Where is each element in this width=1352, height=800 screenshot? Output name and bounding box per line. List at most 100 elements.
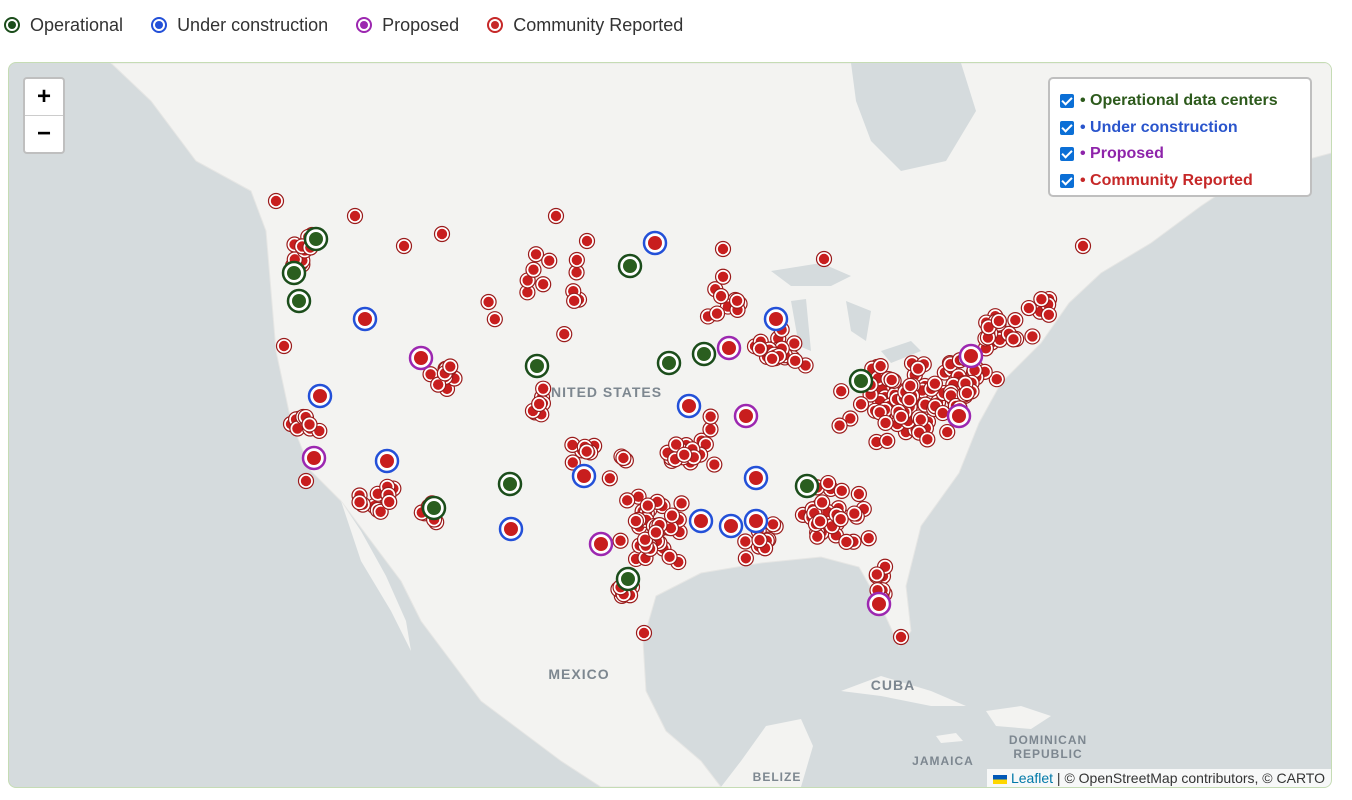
construction-marker-core[interactable] bbox=[749, 471, 763, 485]
community-marker-core[interactable] bbox=[937, 407, 948, 419]
community-marker-core[interactable] bbox=[822, 477, 834, 489]
community-marker-core[interactable] bbox=[912, 363, 924, 374]
community-marker-core[interactable] bbox=[638, 627, 650, 639]
community-marker-core[interactable] bbox=[709, 459, 720, 470]
community-marker-core[interactable] bbox=[522, 287, 533, 298]
community-marker-core[interactable] bbox=[816, 497, 828, 508]
community-marker-core[interactable] bbox=[834, 420, 845, 431]
community-marker-core[interactable] bbox=[533, 398, 545, 410]
community-marker-core[interactable] bbox=[270, 195, 282, 207]
community-marker-core[interactable] bbox=[812, 531, 823, 542]
community-marker-core[interactable] bbox=[615, 535, 626, 546]
checkbox[interactable] bbox=[1060, 147, 1074, 162]
community-marker-core[interactable] bbox=[871, 569, 883, 580]
community-marker-core[interactable] bbox=[445, 361, 456, 372]
community-marker-core[interactable] bbox=[789, 338, 800, 349]
community-marker-core[interactable] bbox=[895, 631, 907, 643]
community-marker-core[interactable] bbox=[528, 264, 539, 275]
construction-marker-core[interactable] bbox=[682, 399, 696, 413]
operational-marker-core[interactable] bbox=[503, 477, 517, 491]
proposed-marker-core[interactable] bbox=[414, 351, 428, 365]
community-marker-core[interactable] bbox=[841, 536, 852, 548]
community-marker-core[interactable] bbox=[639, 534, 651, 545]
community-marker-core[interactable] bbox=[537, 279, 549, 290]
community-marker-core[interactable] bbox=[836, 485, 847, 497]
community-marker-core[interactable] bbox=[717, 243, 729, 255]
community-marker-core[interactable] bbox=[384, 496, 395, 508]
community-marker-core[interactable] bbox=[567, 457, 578, 468]
community-marker-core[interactable] bbox=[278, 340, 290, 352]
community-marker-core[interactable] bbox=[676, 498, 687, 509]
construction-marker-core[interactable] bbox=[769, 312, 783, 326]
operational-marker-core[interactable] bbox=[662, 356, 676, 370]
community-marker-core[interactable] bbox=[398, 240, 410, 252]
community-marker-core[interactable] bbox=[705, 411, 716, 422]
community-marker-core[interactable] bbox=[621, 495, 633, 506]
community-marker-core[interactable] bbox=[905, 380, 916, 392]
community-marker-core[interactable] bbox=[904, 394, 915, 406]
community-marker-core[interactable] bbox=[483, 296, 494, 308]
attribution-link[interactable]: Leaflet bbox=[1010, 770, 1054, 786]
community-marker-core[interactable] bbox=[567, 439, 578, 451]
zoom-out-button[interactable]: − bbox=[25, 115, 63, 152]
operational-marker-core[interactable] bbox=[292, 294, 306, 308]
construction-marker-core[interactable] bbox=[724, 519, 738, 533]
community-marker-core[interactable] bbox=[571, 254, 583, 266]
community-marker-core[interactable] bbox=[863, 533, 874, 544]
community-marker-core[interactable] bbox=[929, 378, 941, 389]
community-marker-core[interactable] bbox=[717, 271, 729, 282]
community-marker-core[interactable] bbox=[630, 515, 642, 527]
proposed-marker-core[interactable] bbox=[872, 597, 886, 611]
community-marker-core[interactable] bbox=[855, 399, 867, 410]
community-marker-core[interactable] bbox=[544, 255, 555, 266]
community-marker-core[interactable] bbox=[961, 387, 973, 399]
community-marker-core[interactable] bbox=[633, 491, 644, 502]
community-marker-core[interactable] bbox=[849, 508, 860, 519]
proposed-marker-core[interactable] bbox=[307, 451, 321, 465]
proposed-marker-core[interactable] bbox=[594, 537, 608, 551]
community-marker-core[interactable] bbox=[665, 522, 677, 534]
operational-marker-core[interactable] bbox=[854, 374, 868, 388]
community-marker-core[interactable] bbox=[715, 290, 727, 302]
operational-marker-core[interactable] bbox=[623, 259, 637, 273]
community-marker-core[interactable] bbox=[664, 551, 675, 563]
layer-option[interactable]: • Under construction bbox=[1060, 115, 1300, 142]
community-marker-core[interactable] bbox=[372, 488, 383, 499]
proposed-marker-core[interactable] bbox=[739, 409, 753, 423]
layer-option[interactable]: • Community Reported bbox=[1060, 168, 1300, 195]
community-marker-core[interactable] bbox=[489, 313, 501, 325]
community-marker-core[interactable] bbox=[314, 425, 325, 437]
community-marker-core[interactable] bbox=[1077, 240, 1089, 252]
community-marker-core[interactable] bbox=[571, 267, 582, 278]
community-marker-core[interactable] bbox=[993, 315, 1005, 327]
community-marker-core[interactable] bbox=[874, 407, 885, 418]
community-marker-core[interactable] bbox=[731, 295, 743, 306]
community-marker-core[interactable] bbox=[700, 439, 712, 450]
community-marker-core[interactable] bbox=[836, 385, 847, 397]
construction-marker-core[interactable] bbox=[694, 514, 708, 528]
construction-marker-core[interactable] bbox=[577, 469, 591, 483]
community-marker-core[interactable] bbox=[1010, 314, 1021, 326]
community-marker-core[interactable] bbox=[304, 419, 315, 430]
community-marker-core[interactable] bbox=[604, 473, 616, 484]
operational-marker-core[interactable] bbox=[697, 347, 711, 361]
community-marker-core[interactable] bbox=[650, 527, 662, 538]
community-marker-core[interactable] bbox=[670, 439, 682, 450]
community-marker-core[interactable] bbox=[740, 553, 752, 564]
community-marker-core[interactable] bbox=[880, 417, 891, 429]
community-marker-core[interactable] bbox=[349, 210, 361, 222]
construction-marker-core[interactable] bbox=[504, 522, 518, 536]
community-marker-core[interactable] bbox=[871, 436, 882, 448]
community-marker-core[interactable] bbox=[767, 519, 779, 530]
community-marker-core[interactable] bbox=[845, 413, 856, 424]
map[interactable]: UNITED STATES MEXICO CUBA DOMINICAN REPU… bbox=[8, 62, 1332, 788]
community-marker-core[interactable] bbox=[568, 295, 580, 307]
community-marker-core[interactable] bbox=[618, 452, 629, 464]
community-marker-core[interactable] bbox=[550, 210, 562, 222]
community-marker-core[interactable] bbox=[1043, 309, 1055, 321]
checkbox[interactable] bbox=[1060, 173, 1074, 188]
community-marker-core[interactable] bbox=[915, 414, 927, 425]
community-marker-core[interactable] bbox=[754, 534, 765, 546]
community-marker-core[interactable] bbox=[789, 355, 801, 367]
layer-option[interactable]: • Proposed bbox=[1060, 141, 1300, 168]
